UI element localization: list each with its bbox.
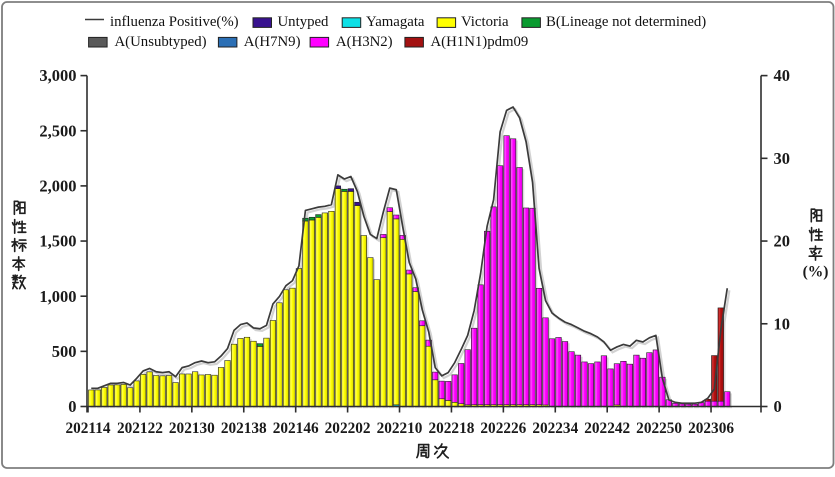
svg-text:A(Unsubtyped): A(Unsubtyped) bbox=[115, 34, 207, 50]
svg-text:A(H3N2): A(H3N2) bbox=[336, 34, 393, 50]
svg-text:A(H1N1)pdm09: A(H1N1)pdm09 bbox=[431, 34, 529, 50]
svg-text:202250: 202250 bbox=[636, 420, 682, 437]
svg-text:2,000: 2,000 bbox=[39, 177, 76, 196]
svg-text:20: 20 bbox=[774, 232, 791, 251]
svg-text:202218: 202218 bbox=[428, 420, 474, 437]
svg-text:3,000: 3,000 bbox=[39, 66, 76, 85]
svg-text:Yamagata: Yamagata bbox=[366, 14, 425, 30]
svg-text:202202: 202202 bbox=[325, 420, 371, 437]
svg-text:202146: 202146 bbox=[273, 420, 319, 437]
svg-text:0: 0 bbox=[68, 397, 76, 416]
svg-text:202242: 202242 bbox=[584, 420, 630, 437]
svg-text:500: 500 bbox=[52, 342, 77, 361]
svg-text:0: 0 bbox=[774, 397, 782, 416]
svg-text:B(Lineage not determined): B(Lineage not determined) bbox=[546, 14, 706, 30]
svg-text:202306: 202306 bbox=[688, 420, 734, 437]
svg-text:202122: 202122 bbox=[117, 420, 163, 437]
svg-text:202210: 202210 bbox=[377, 420, 423, 437]
svg-text:202130: 202130 bbox=[169, 420, 215, 437]
svg-text:Untyped: Untyped bbox=[278, 14, 330, 30]
svg-text:30: 30 bbox=[774, 149, 791, 168]
svg-text:10: 10 bbox=[774, 314, 791, 333]
svg-text:40: 40 bbox=[774, 66, 791, 85]
svg-text:1,000: 1,000 bbox=[39, 287, 76, 306]
svg-text:202114: 202114 bbox=[65, 420, 110, 437]
svg-text:Victoria: Victoria bbox=[461, 14, 509, 30]
svg-text:2,500: 2,500 bbox=[39, 121, 76, 140]
svg-text:(%): (%) bbox=[803, 264, 829, 281]
svg-text:202138: 202138 bbox=[221, 420, 267, 437]
svg-text:1,500: 1,500 bbox=[39, 232, 76, 251]
svg-text:A(H7N9): A(H7N9) bbox=[244, 34, 301, 50]
svg-text:202226: 202226 bbox=[480, 420, 526, 437]
svg-text:influenza Positive(%): influenza Positive(%) bbox=[110, 14, 239, 30]
svg-text:202234: 202234 bbox=[532, 420, 578, 437]
